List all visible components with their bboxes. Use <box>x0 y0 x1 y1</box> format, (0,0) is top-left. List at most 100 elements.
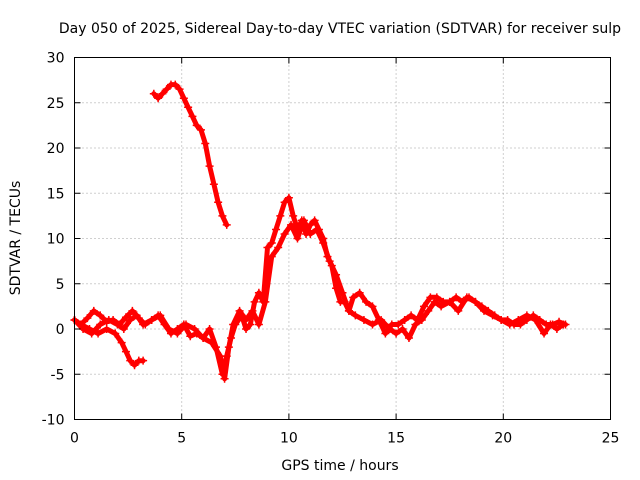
data-point <box>94 329 103 338</box>
data-point <box>128 306 137 315</box>
data-point <box>246 320 255 329</box>
data-point <box>400 315 409 324</box>
data-point <box>531 315 540 324</box>
data-point <box>96 311 105 320</box>
data-point <box>130 361 139 370</box>
data-point <box>113 320 122 329</box>
data-point <box>407 311 416 320</box>
x-tick-label: 25 <box>602 431 620 447</box>
data-point <box>83 314 92 323</box>
data-point <box>325 257 334 266</box>
data-point <box>229 320 238 329</box>
data-point <box>214 198 223 207</box>
data-point <box>392 329 401 338</box>
data-point <box>222 220 231 229</box>
data-point <box>209 180 218 189</box>
data-point <box>220 374 229 383</box>
data-point <box>205 325 214 333</box>
data-point <box>76 320 85 329</box>
data-point <box>437 302 446 311</box>
data-point <box>280 229 289 238</box>
data-point <box>398 325 407 333</box>
y-tick-label: -10 <box>42 413 65 429</box>
data-point <box>424 306 433 315</box>
data-point <box>516 320 525 329</box>
y-tick-label: 5 <box>56 277 65 293</box>
data-point <box>385 325 394 333</box>
data-point <box>454 306 463 315</box>
data-point <box>89 306 98 315</box>
data-point <box>181 320 190 329</box>
data-point <box>546 320 555 329</box>
data-point <box>267 252 276 261</box>
data-point <box>419 302 428 311</box>
data-point <box>312 225 321 234</box>
data-point <box>111 329 120 338</box>
x-tick-label: 5 <box>177 431 186 447</box>
y-tick-label: -5 <box>51 367 65 383</box>
data-point <box>522 311 531 320</box>
data-point <box>368 302 377 311</box>
data-point <box>417 315 426 324</box>
data-point <box>555 317 564 326</box>
chart-title: Day 050 of 2025, Sidereal Day-to-day VTE… <box>59 21 621 37</box>
data-point <box>462 293 471 302</box>
data-point <box>338 288 347 297</box>
data-point <box>201 139 210 148</box>
data-point <box>102 325 111 333</box>
data-point <box>196 125 205 134</box>
data-point <box>355 288 364 297</box>
data-point <box>132 311 141 320</box>
data-point <box>287 220 296 229</box>
y-tick-label: 0 <box>56 322 65 338</box>
data-point <box>254 320 263 329</box>
data-point <box>104 315 113 324</box>
data-point <box>96 320 105 329</box>
x-tick-label: 0 <box>70 431 79 447</box>
data-point <box>171 80 180 89</box>
data-point <box>139 356 148 365</box>
data-point <box>559 320 568 329</box>
data-point <box>552 325 561 333</box>
x-tick-label: 20 <box>494 431 512 447</box>
data-point <box>368 320 377 329</box>
data-point <box>117 338 126 347</box>
data-point <box>480 306 489 315</box>
markers-track-b <box>70 216 568 383</box>
data-point <box>276 211 285 220</box>
y-tick-label: 10 <box>47 232 65 248</box>
data-point <box>514 315 523 324</box>
data-point <box>263 243 272 252</box>
data-point <box>488 311 497 320</box>
data-point <box>154 94 163 103</box>
data-point <box>218 211 227 220</box>
x-tick-label: 15 <box>387 431 405 447</box>
data-point <box>175 85 184 94</box>
y-axis-label: SDTVAR / TECUs <box>8 181 24 296</box>
data-point <box>310 216 319 225</box>
data-point <box>224 343 233 352</box>
data-point <box>188 112 197 121</box>
data-point <box>362 297 371 306</box>
data-point <box>411 320 420 329</box>
data-point <box>332 270 341 279</box>
data-point <box>126 356 135 365</box>
data-point <box>126 315 135 324</box>
data-point <box>452 293 461 302</box>
axis-ticks <box>74 57 611 420</box>
data-point <box>162 85 171 94</box>
data-point <box>199 334 208 343</box>
data-point <box>190 325 199 333</box>
data-point <box>377 315 386 324</box>
data-point <box>261 297 270 306</box>
data-point <box>184 103 193 112</box>
data-point <box>85 325 94 333</box>
data-point <box>242 315 251 324</box>
data-point <box>250 297 259 306</box>
data-point <box>192 121 201 130</box>
data-point <box>173 329 182 338</box>
data-point <box>289 211 298 220</box>
data-point <box>505 320 514 329</box>
data-point <box>164 325 173 333</box>
